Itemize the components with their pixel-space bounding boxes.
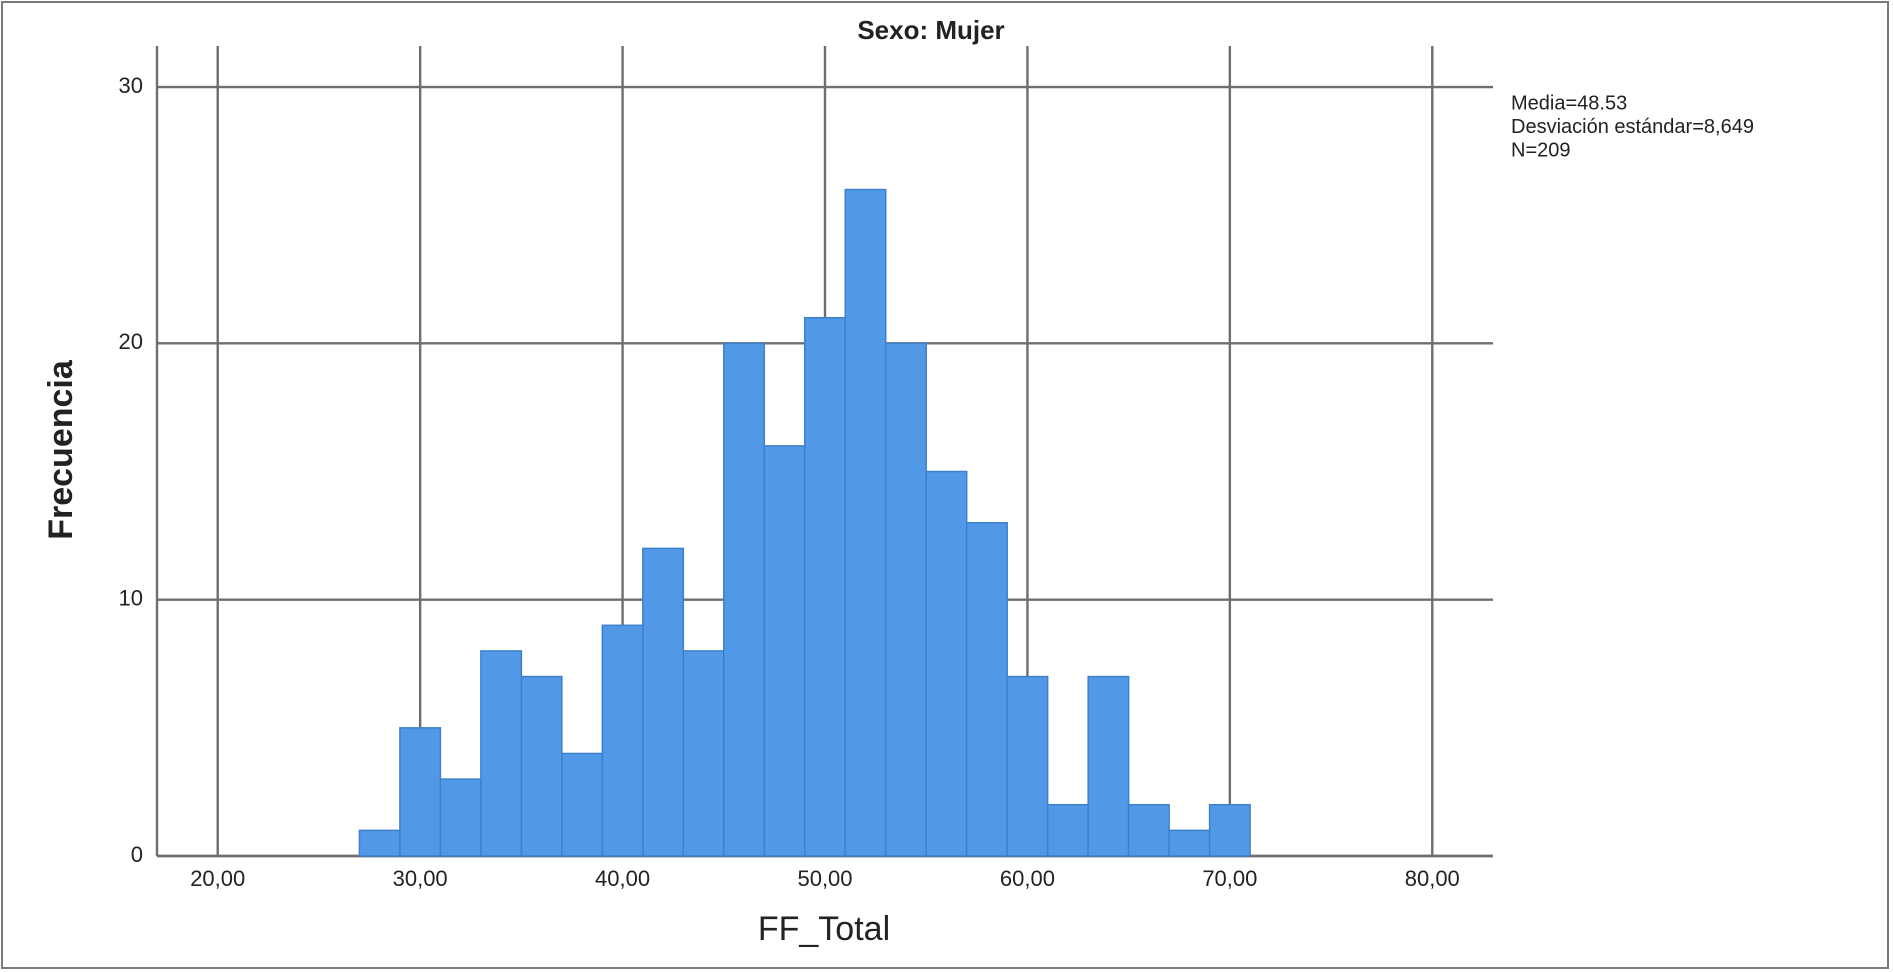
bar: [1087, 675, 1130, 857]
y-tick-label: 30: [119, 73, 143, 98]
y-tick-label: 20: [119, 329, 143, 354]
bar: [439, 778, 482, 857]
bar: [1006, 675, 1049, 857]
bar: [561, 752, 604, 857]
bar: [480, 650, 523, 857]
stats-annotation: Desviación estándar=8,649: [1511, 116, 1754, 138]
x-tick-label: 30,00: [393, 866, 448, 891]
x-tick-label: 80,00: [1405, 866, 1460, 891]
x-tick-label: 50,00: [797, 866, 852, 891]
x-tick-label: 70,00: [1202, 866, 1257, 891]
bar: [399, 727, 442, 857]
bar: [601, 624, 644, 857]
bar: [884, 342, 927, 857]
bar: [1208, 803, 1251, 857]
x-axis-label: FF_Total: [758, 910, 890, 948]
x-tick-label: 40,00: [595, 866, 650, 891]
bar: [723, 342, 766, 857]
bar: [1168, 829, 1211, 857]
bar: [358, 829, 401, 857]
bar: [965, 522, 1008, 857]
bar: [1127, 803, 1170, 857]
bar: [1046, 803, 1089, 857]
bar: [642, 547, 685, 857]
y-tick-label: 0: [131, 842, 143, 867]
bar: [520, 675, 563, 857]
x-tick-label: 60,00: [1000, 866, 1055, 891]
bar: [763, 445, 806, 857]
bar: [682, 650, 725, 857]
y-axis-label: Frecuencia: [42, 359, 80, 540]
bar: [804, 316, 846, 857]
stats-annotation: N=209: [1511, 139, 1571, 161]
stats-annotation: Media=48.53: [1511, 92, 1627, 114]
bar: [925, 470, 968, 857]
chart-title: Sexo: Mujer: [857, 15, 1004, 45]
y-tick-label: 10: [119, 585, 143, 610]
bar: [844, 188, 887, 857]
x-tick-label: 20,00: [190, 866, 245, 891]
